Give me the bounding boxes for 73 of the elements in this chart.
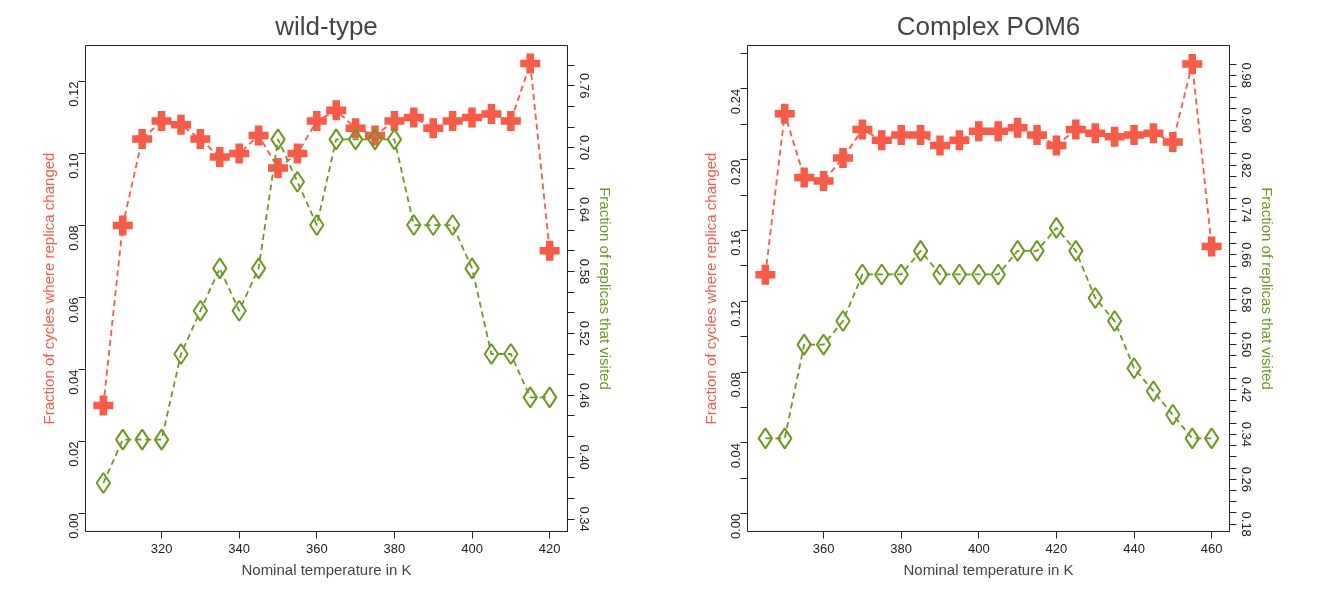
y-tick-label: 0.04 — [728, 442, 743, 469]
y-tick-label: 0.16 — [728, 230, 743, 256]
x-tick-label: 420 — [538, 540, 561, 556]
point — [951, 263, 968, 286]
y2-tick-label: 0.76 — [576, 73, 592, 99]
point — [757, 427, 774, 450]
point — [1048, 216, 1065, 239]
x-tick-label: 360 — [812, 540, 835, 556]
point — [483, 343, 500, 366]
point — [912, 239, 929, 262]
y-tick-label: 0.08 — [728, 372, 743, 398]
point — [541, 386, 558, 409]
point — [1145, 380, 1162, 403]
y-tick-label: 0.02 — [66, 441, 81, 467]
y2-tick-label: 0.98 — [1238, 62, 1254, 88]
point — [854, 263, 871, 286]
y-tick-label: 0.12 — [66, 81, 81, 107]
x-tick-label: 440 — [1123, 540, 1145, 556]
x-axis-title: Nominal temperature in K — [241, 560, 412, 578]
y2-tick-label: 0.18 — [1238, 511, 1254, 537]
point — [386, 128, 403, 151]
x-axis-title: Nominal temperature in K — [903, 560, 1074, 578]
y-axis-title: Fraction of cycles where replica changed — [39, 152, 57, 425]
y2-tick-label: 0.42 — [1238, 376, 1254, 403]
x-tick-label: 460 — [1200, 540, 1223, 556]
y-tick-label: 0.00 — [66, 513, 81, 539]
point — [1009, 239, 1026, 262]
y2-tick-label: 0.26 — [1238, 466, 1254, 492]
y-tick-label: 0.10 — [66, 153, 81, 179]
point — [95, 472, 112, 494]
point — [1203, 427, 1220, 450]
y2-axis-title: Fraction of replicas that visited — [596, 187, 614, 390]
point — [1106, 310, 1123, 333]
point — [250, 257, 267, 280]
x-tick-label: 420 — [1045, 540, 1068, 556]
y2-tick-label: 0.58 — [1238, 287, 1254, 313]
y2-tick-label: 0.90 — [1238, 107, 1254, 133]
x-tick-label: 400 — [967, 540, 990, 556]
x-tick-label: 340 — [228, 540, 251, 556]
y2-tick-label: 0.34 — [1238, 421, 1254, 448]
point — [192, 299, 209, 322]
y-tick-label: 0.06 — [66, 297, 81, 323]
x-tick-label: 320 — [150, 540, 173, 556]
x-tick-label: 360 — [305, 540, 328, 556]
y-tick-label: 0.04 — [66, 369, 81, 395]
x-tick-label: 400 — [461, 540, 483, 556]
point — [289, 170, 306, 193]
y-tick-label: 0.12 — [728, 301, 743, 327]
y2-tick-label: 0.52 — [576, 320, 592, 347]
y2-tick-label: 0.64 — [576, 196, 592, 223]
y2-tick-label: 0.66 — [1238, 242, 1254, 268]
y2-tick-label: 0.50 — [1238, 331, 1254, 358]
point — [444, 214, 461, 237]
y2-tick-label: 0.40 — [576, 444, 592, 470]
y2-tick-label: 0.70 — [576, 135, 592, 161]
y-tick-label: 0.20 — [728, 159, 743, 185]
y2-tick-label: 0.74 — [1238, 197, 1254, 223]
chart-title: wild-type — [274, 10, 378, 41]
point — [815, 333, 832, 356]
y2-tick-label: 0.34 — [576, 506, 592, 532]
y2-tick-label: 0.82 — [1238, 152, 1254, 178]
point — [153, 428, 170, 451]
x-tick-label: 380 — [890, 540, 913, 556]
y-tick-label: 0.00 — [728, 513, 743, 540]
chart-title: Complex POM6 — [896, 10, 1081, 41]
y2-tick-label: 0.46 — [576, 382, 592, 408]
x-tick-label: 380 — [383, 540, 406, 556]
y-axis-title: Fraction of cycles where replica changed — [701, 152, 719, 425]
y2-tick-label: 0.58 — [576, 258, 592, 285]
y-tick-label: 0.24 — [728, 88, 743, 115]
point — [347, 128, 364, 151]
y2-axis-title: Fraction of replicas that visited — [1258, 187, 1276, 390]
y-tick-label: 0.08 — [66, 225, 81, 251]
